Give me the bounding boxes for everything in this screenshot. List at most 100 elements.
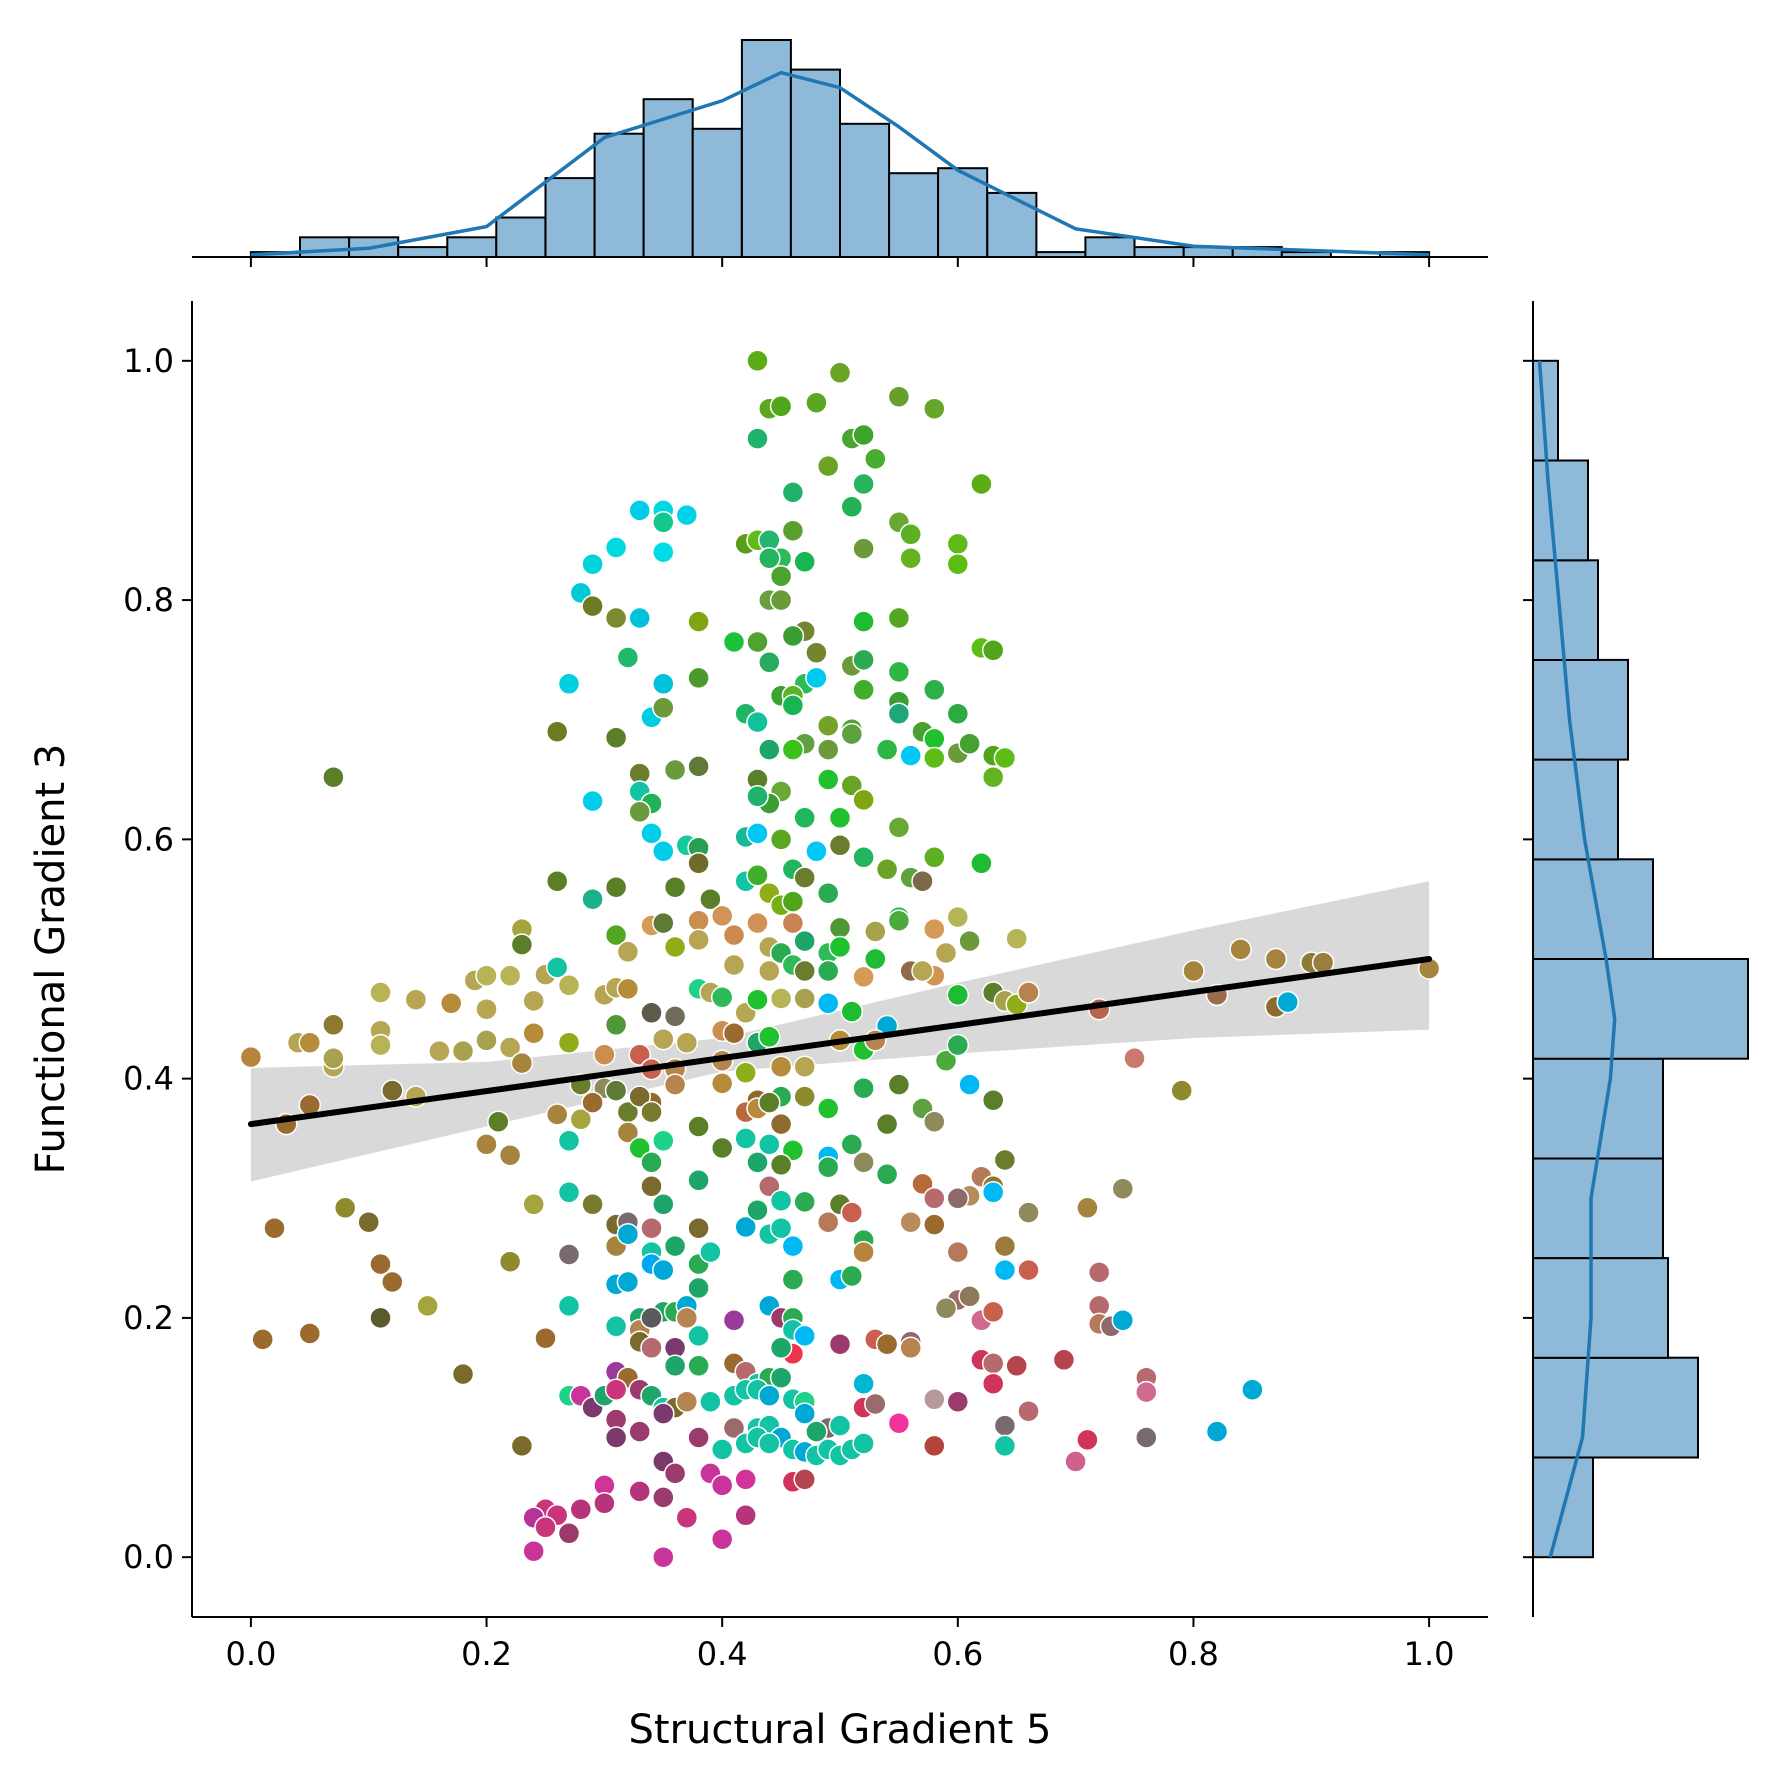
scatter-point (640, 1151, 663, 1174)
marginal-y-bar (1532, 1157, 1664, 1260)
scatter-point (652, 1027, 675, 1051)
marginal-y-bar (1532, 858, 1654, 960)
scatter-point (887, 702, 911, 725)
scatter-point (852, 965, 875, 989)
scatter-point (793, 806, 816, 830)
scatter-point (781, 481, 805, 504)
scatter-point (640, 1306, 663, 1330)
scatter-point (840, 1000, 864, 1023)
scatter-point (616, 977, 640, 1001)
scatter-point (640, 1100, 663, 1124)
scatter-point (816, 1097, 840, 1120)
marginal-x-bar (986, 191, 1038, 258)
scatter-point (769, 1336, 793, 1360)
scatter-point (581, 594, 604, 618)
scatter-point (522, 1021, 545, 1045)
scatter-point (498, 964, 522, 987)
scatter-point (581, 552, 604, 576)
scatter-point (781, 519, 805, 542)
scatter-point (545, 956, 569, 979)
scatter-point (687, 666, 710, 690)
scatter-point (640, 822, 663, 845)
scatter-point (652, 911, 675, 935)
scatter-point (652, 1486, 675, 1509)
scatter-point (946, 983, 970, 1007)
marginal-x-bar (495, 216, 547, 258)
scatter-point (793, 1468, 816, 1491)
scatter-point (687, 1354, 710, 1378)
scatter-point (1017, 981, 1040, 1004)
scatter-point (746, 822, 769, 845)
scatter-point (604, 1079, 628, 1102)
scatter-point (864, 920, 887, 943)
scatter-point (557, 1129, 581, 1153)
scatter-point (852, 1076, 875, 1100)
scatter-point (852, 1372, 875, 1395)
scatter-point (793, 929, 816, 953)
scatter-point (604, 875, 628, 899)
scatter-point (675, 1031, 699, 1054)
scatter-point (534, 1326, 557, 1350)
scatter-point (652, 1258, 675, 1282)
scatter-point (687, 755, 710, 778)
regression-line (247, 956, 1433, 1128)
scatter-point (816, 454, 840, 478)
scatter-point (710, 1136, 734, 1160)
scatter-point (769, 987, 793, 1010)
scatter-point (652, 1193, 675, 1216)
scatter-point (864, 1392, 887, 1416)
scatter-point (864, 447, 887, 471)
scatter-point (923, 1110, 946, 1133)
scatter-point (616, 940, 640, 964)
scatter-point (498, 1143, 522, 1167)
scatter-point (616, 1222, 640, 1246)
scatter-point (852, 678, 875, 702)
scatter-point (628, 1043, 651, 1066)
scatter-point (734, 1504, 757, 1527)
scatter-point (522, 1193, 545, 1216)
scatter-point (840, 1264, 864, 1288)
marginal-y-kde-curve (1537, 360, 1617, 1558)
scatter-point (828, 834, 852, 857)
scatter-point (710, 904, 734, 928)
scatter-point (793, 1055, 816, 1078)
scatter-point (875, 858, 899, 881)
scatter-point (1064, 1450, 1087, 1473)
scatter-point (993, 746, 1017, 770)
scatter-point (510, 933, 534, 956)
scatter-point (816, 738, 840, 761)
scatter-point (911, 1172, 934, 1196)
scatter-point (557, 1181, 581, 1204)
scatter-point (416, 1294, 439, 1318)
scatter-point (852, 472, 875, 496)
scatter-point (981, 1181, 1005, 1204)
scatter-point (687, 1216, 710, 1240)
scatter-point (545, 1103, 569, 1126)
scatter-point (946, 1187, 970, 1210)
scatter-point (981, 765, 1005, 789)
scatter-point (816, 768, 840, 791)
scatter-point (769, 1366, 793, 1389)
y-tick-label: 0.0 (123, 1538, 174, 1576)
scatter-point (887, 1411, 911, 1435)
scatter-point (710, 986, 734, 1009)
scatter-point (687, 1115, 710, 1138)
scatter-point (946, 702, 970, 725)
scatter-point (793, 959, 816, 983)
scatter-point (1123, 1047, 1146, 1070)
scatter-point (487, 1110, 510, 1133)
scatter-point (1135, 1426, 1158, 1449)
scatter-point (852, 610, 875, 633)
marginal-y-bar (1532, 658, 1629, 761)
scatter-point (887, 660, 911, 684)
scatter-point (581, 1091, 604, 1114)
marginal-x-bar (642, 98, 694, 258)
scatter-point (663, 1354, 687, 1378)
scatter-point (1087, 1261, 1111, 1284)
marginal-x-bar (544, 177, 596, 259)
scatter-point (793, 987, 816, 1010)
scatter-point (522, 1539, 545, 1563)
scatter-point (510, 1051, 534, 1075)
scatter-point (899, 744, 922, 767)
scatter-point (628, 499, 651, 522)
